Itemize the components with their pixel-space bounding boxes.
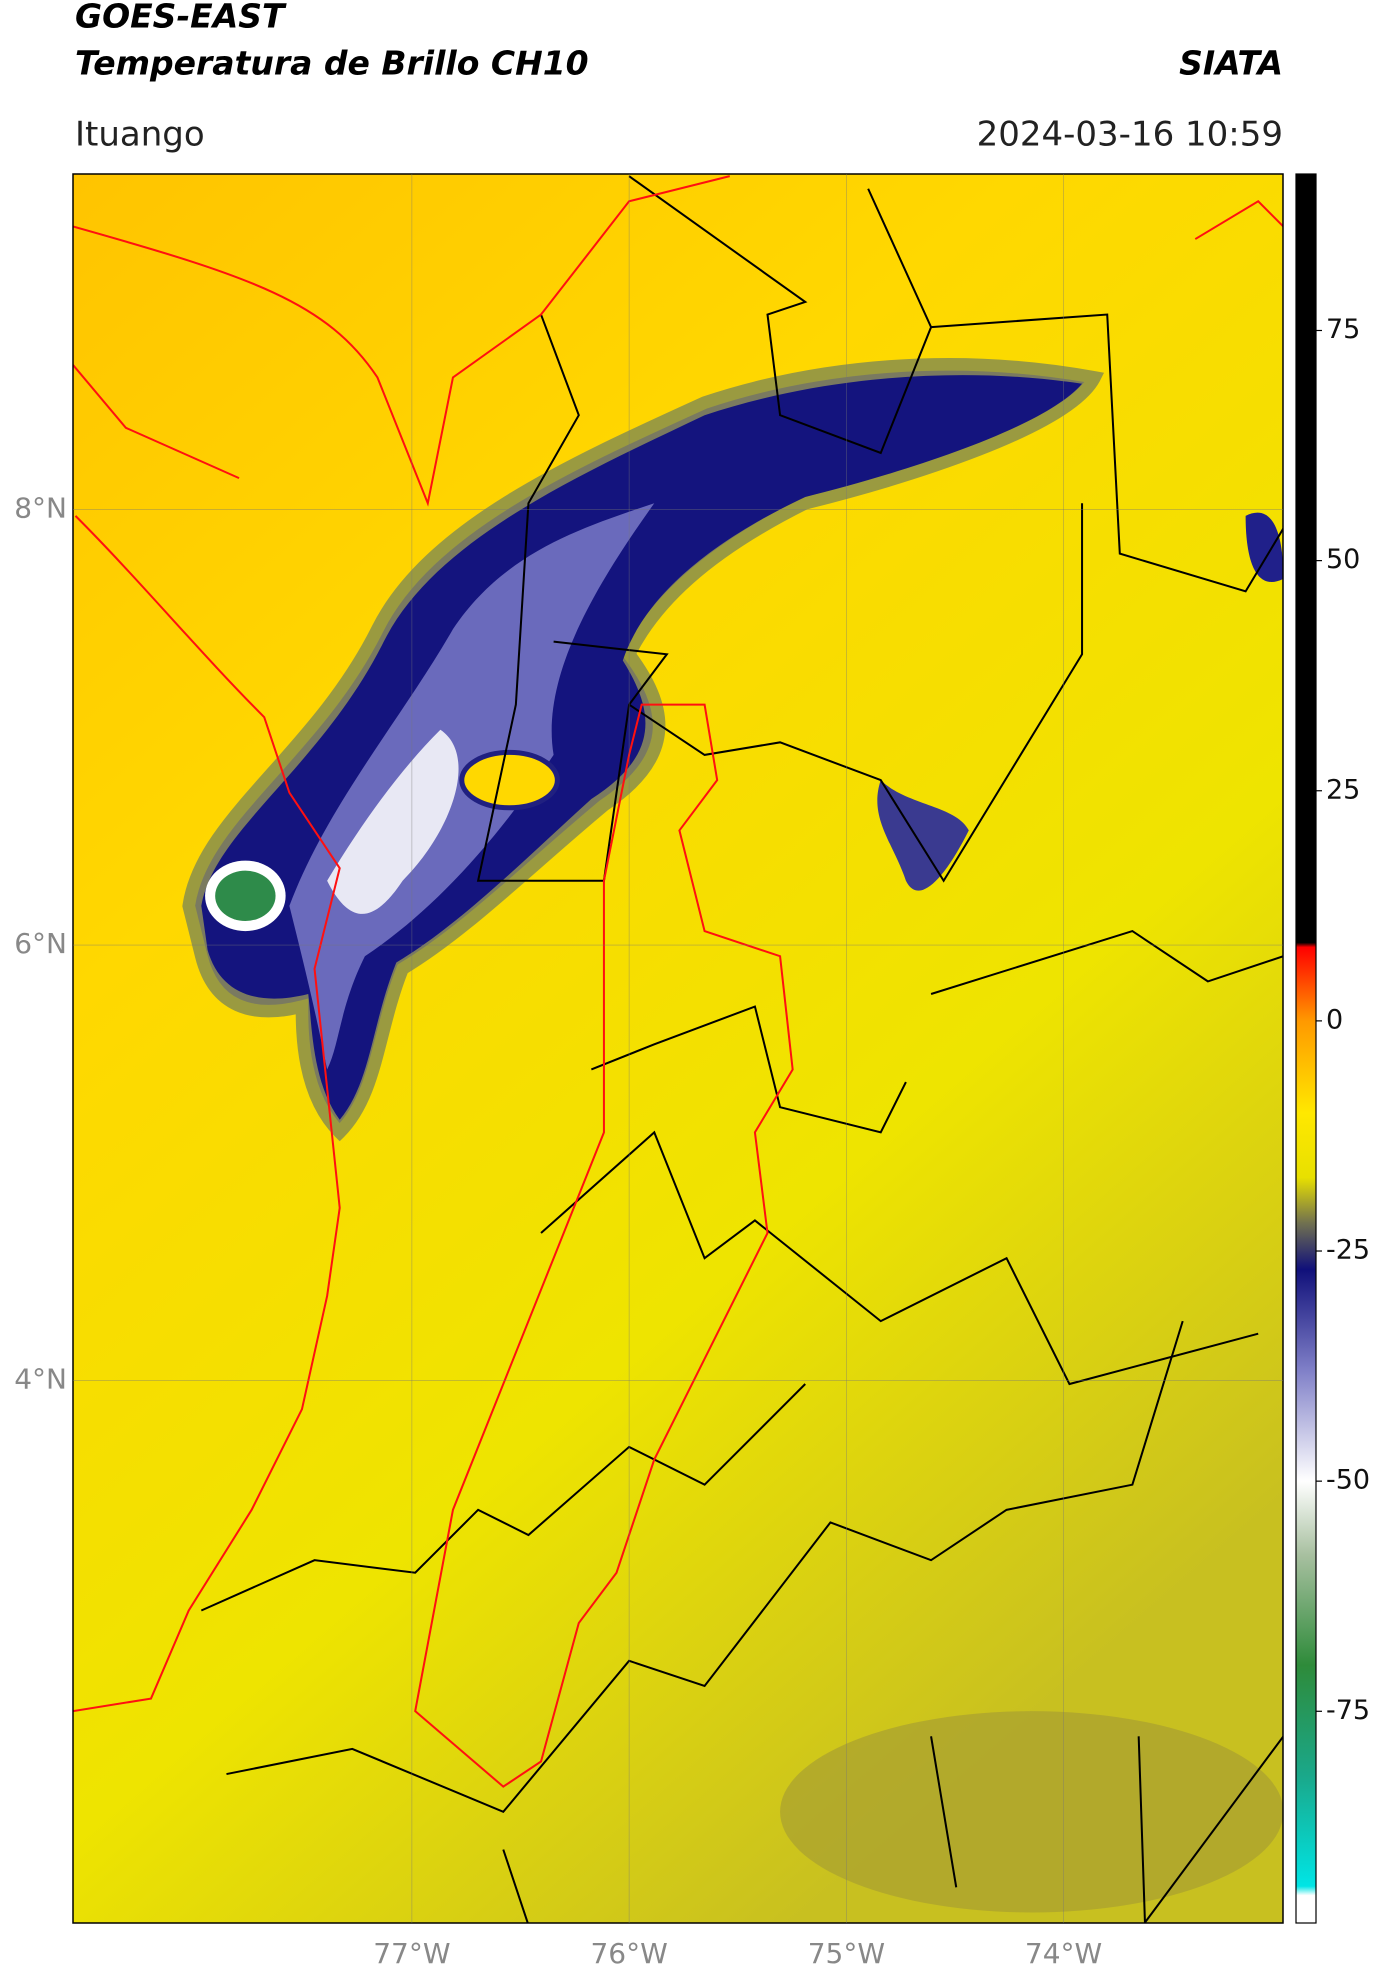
x-tick-label: 74°W (1025, 1937, 1102, 1970)
y-tick-label: 4°N (14, 1363, 67, 1396)
x-tick-label: 77°W (373, 1937, 450, 1970)
colorbar (1295, 173, 1317, 1924)
location: Ituango (75, 115, 205, 155)
map-frame (72, 173, 1284, 1924)
title: GOES-EAST (75, 0, 287, 36)
satellite-image (73, 174, 1283, 1923)
y-tick-label: 6°N (14, 927, 67, 960)
colorbar-label: 0 (1326, 1004, 1343, 1035)
x-tick-label: 76°W (590, 1937, 667, 1970)
y-tick-label: 8°N (14, 491, 67, 524)
datetime: 2024-03-16 10:59 (977, 115, 1283, 155)
colorbar-label: 25 (1326, 774, 1360, 805)
brand: SIATA (1179, 44, 1283, 83)
colorbar-label: -75 (1326, 1695, 1370, 1726)
colorbar-label: -25 (1326, 1235, 1370, 1266)
subtitle: Temperatura de Brillo CH10 (75, 44, 589, 83)
colorbar-label: 75 (1326, 314, 1360, 345)
x-tick-label: 75°W (808, 1937, 885, 1970)
colorbar-label: 50 (1326, 544, 1360, 575)
colorbar-label: -50 (1326, 1465, 1370, 1496)
